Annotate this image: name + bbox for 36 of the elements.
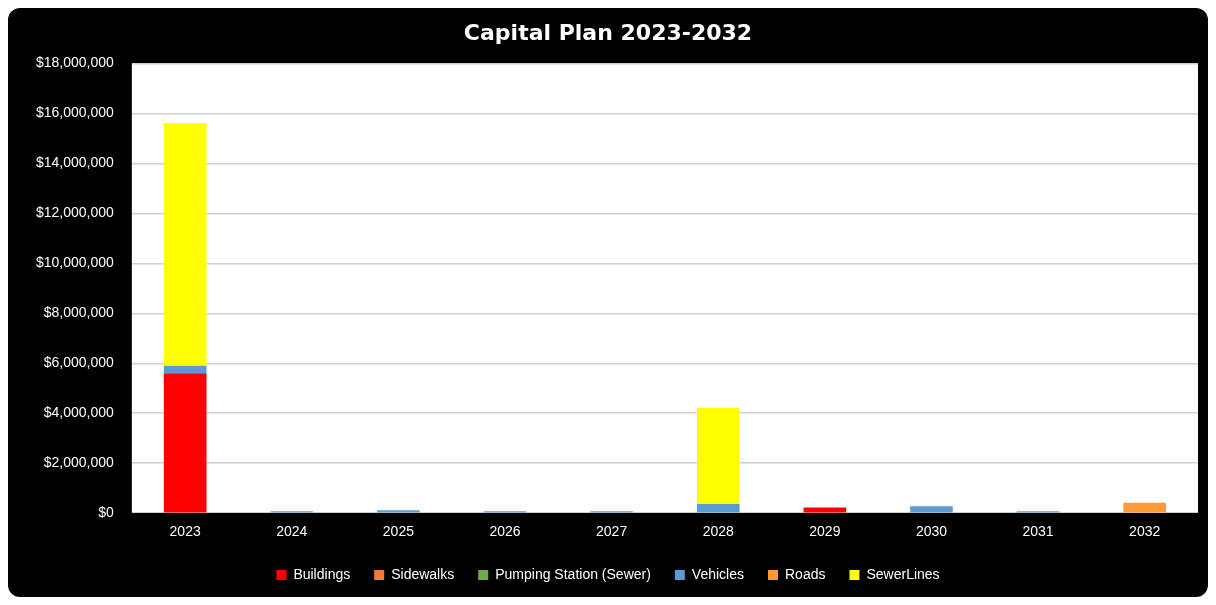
bar: [696, 407, 740, 504]
x-tick-label: 2027: [596, 523, 628, 540]
bar: [696, 503, 740, 513]
x-tick-label: 2029: [809, 523, 841, 540]
x-tick-label: 2026: [489, 523, 521, 540]
x-tick-label: 2028: [702, 523, 735, 540]
bar: [377, 510, 420, 513]
y-tick-label: $10,000,000: [36, 254, 115, 271]
legend-label: Roads: [785, 565, 826, 582]
bar: [163, 365, 207, 374]
y-tick-label: $0: [98, 504, 115, 521]
bar: [1123, 502, 1167, 513]
y-tick-label: $18,000,000: [36, 54, 115, 71]
x-tick-label: 2032: [1129, 523, 1161, 540]
legend-label: Pumping Station (Sewer): [495, 565, 651, 582]
y-tick-label: $14,000,000: [36, 154, 115, 171]
x-tick-label: 2030: [915, 523, 948, 540]
bar: [163, 373, 207, 513]
y-tick-label: $2,000,000: [43, 454, 115, 471]
y-tick-label: $16,000,000: [36, 104, 115, 121]
x-tick-label: 2023: [169, 523, 201, 540]
bar: [163, 123, 207, 366]
x-tick-label: 2031: [1022, 523, 1054, 540]
y-tick-label: $12,000,000: [36, 204, 115, 221]
y-tick-label: $8,000,000: [43, 304, 115, 321]
legend-label: Sidewalks: [391, 565, 455, 582]
y-tick-label: $6,000,000: [43, 354, 115, 371]
bar: [910, 506, 953, 513]
x-tick-label: 2025: [382, 523, 415, 540]
chart-title: Capital Plan 2023-2032: [463, 19, 753, 45]
legend-label: SewerLines: [866, 565, 940, 582]
y-tick-label: $4,000,000: [43, 404, 115, 421]
legend-label: Buildings: [293, 565, 351, 582]
x-tick-label: 2024: [276, 523, 308, 540]
legend-label: Vehicles: [691, 565, 745, 582]
bar: [803, 507, 847, 513]
